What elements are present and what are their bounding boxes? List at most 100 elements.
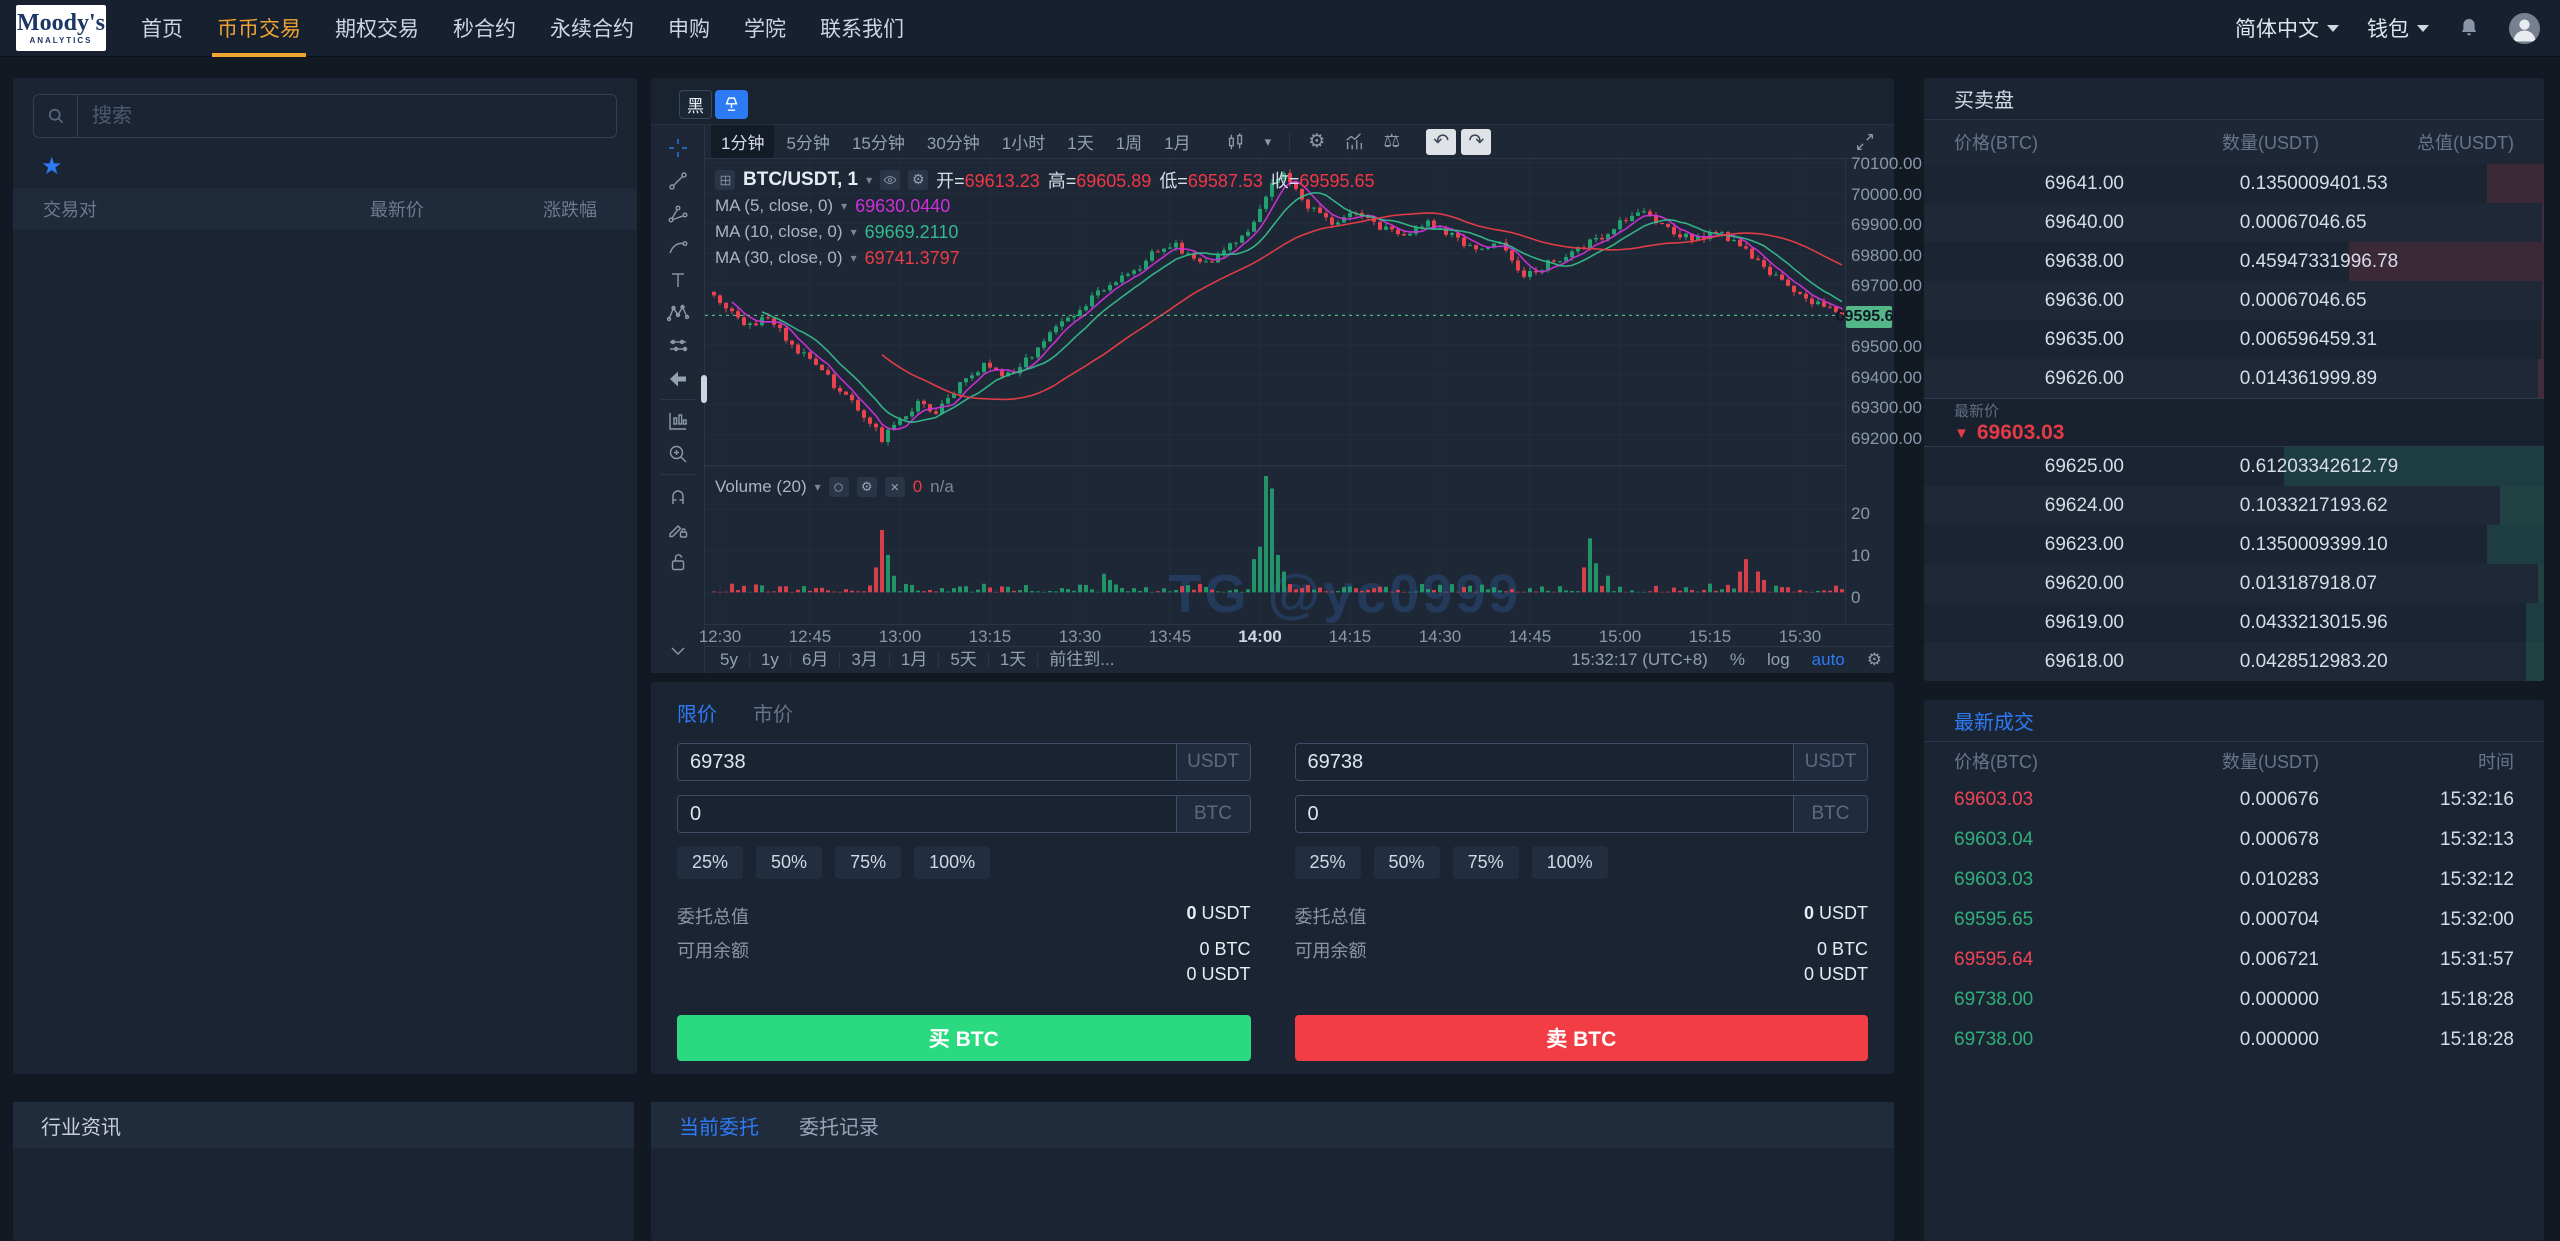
axis-settings-gear-icon[interactable]: ⚙ bbox=[1866, 649, 1882, 670]
ask-row[interactable]: 69626.00 0.014361 999.89 bbox=[1924, 359, 2544, 398]
buy-percent-75-button[interactable]: 75% bbox=[835, 846, 902, 879]
trend-line-icon[interactable] bbox=[661, 164, 695, 197]
range-1y-button[interactable]: 1y bbox=[750, 651, 791, 668]
redo-button[interactable]: ↷ bbox=[1461, 128, 1492, 155]
bid-row[interactable]: 69624.00 0.103321 7193.62 bbox=[1924, 486, 2544, 525]
xabcd-pattern-icon[interactable] bbox=[661, 296, 695, 329]
forecast-icon[interactable] bbox=[661, 329, 695, 362]
tab-current-orders[interactable]: 当前委托 bbox=[679, 1116, 759, 1139]
ma10-legend[interactable]: MA (10, close, 0) ▾ 69669.2110 bbox=[715, 221, 959, 242]
notifications-bell-icon[interactable] bbox=[2457, 16, 2481, 40]
buy-price-input[interactable] bbox=[678, 744, 1176, 780]
log-scale-button[interactable]: log bbox=[1766, 650, 1790, 669]
visibility-eye-icon[interactable] bbox=[880, 170, 901, 190]
auto-scale-button[interactable]: auto bbox=[1811, 650, 1845, 669]
ask-row[interactable]: 69635.00 0.006596 459.31 bbox=[1924, 320, 2544, 359]
timeframe-1周[interactable]: 1周 bbox=[1115, 134, 1143, 153]
buy-percent-25-button[interactable]: 25% bbox=[677, 846, 744, 879]
range-3月-button[interactable]: 3月 bbox=[840, 651, 890, 668]
fullscreen-icon[interactable] bbox=[1846, 131, 1884, 153]
search-input[interactable] bbox=[78, 95, 616, 137]
drawing-lock-icon[interactable] bbox=[661, 512, 695, 545]
nav-item-8[interactable]: 联系我们 bbox=[820, 18, 904, 41]
dark-theme-button[interactable]: 黑 bbox=[679, 89, 712, 119]
brush-icon[interactable] bbox=[661, 230, 695, 263]
range-1天-button[interactable]: 1天 bbox=[989, 651, 1039, 668]
sell-percent-25-button[interactable]: 25% bbox=[1294, 846, 1361, 879]
indicators-icon[interactable] bbox=[1335, 131, 1373, 153]
volume-close-icon[interactable]: × bbox=[884, 477, 905, 497]
timeframe-30分钟[interactable]: 30分钟 bbox=[926, 134, 980, 153]
toolbar-resize-handle[interactable] bbox=[701, 375, 707, 403]
buy-submit-button[interactable]: 买 BTC bbox=[677, 1015, 1251, 1061]
compare-scales-icon[interactable]: ⚖ bbox=[1383, 130, 1401, 152]
collapse-toolbar-chevron-icon[interactable] bbox=[661, 634, 695, 667]
bid-row[interactable]: 69620.00 0.013187 918.07 bbox=[1924, 564, 2544, 603]
light-theme-button[interactable] bbox=[715, 89, 748, 119]
chart-style-caret-icon[interactable]: ▾ bbox=[1264, 133, 1272, 149]
chart-pane[interactable]: TG @yc0999 BTC/USDT, 1 ▾ bbox=[705, 159, 1845, 624]
favorites-star-icon[interactable]: ★ bbox=[41, 152, 63, 180]
tab-limit-order[interactable]: 限价 bbox=[677, 704, 717, 726]
range-5天-button[interactable]: 5天 bbox=[939, 651, 989, 668]
timeframe-1分钟[interactable]: 1分钟 bbox=[711, 125, 775, 158]
nav-item-2[interactable]: 币币交易 bbox=[200, 0, 318, 57]
volume-legend[interactable]: Volume (20) ▾ ⚙ × 0 n/a bbox=[715, 477, 954, 497]
pitchfork-icon[interactable] bbox=[661, 197, 695, 230]
ask-row[interactable]: 69641.00 0.135000 9401.53 bbox=[1924, 164, 2544, 203]
bid-row[interactable]: 69618.00 0.042851 2983.20 bbox=[1924, 642, 2544, 681]
percent-scale-button[interactable]: % bbox=[1729, 650, 1745, 669]
timeframe-1小时[interactable]: 1小时 bbox=[1001, 134, 1046, 153]
nav-item-4[interactable]: 秒合约 bbox=[453, 18, 516, 41]
ma30-legend[interactable]: MA (30, close, 0) ▾ 69741.3797 bbox=[715, 247, 960, 268]
undo-button[interactable]: ↶ bbox=[1426, 128, 1457, 155]
nav-item-6[interactable]: 申购 bbox=[668, 18, 710, 41]
tab-order-history[interactable]: 委托记录 bbox=[799, 1116, 879, 1139]
time-axis[interactable]: 12:30 12:45 13:00 13:15 13:30 13:45 14:00 14:15… bbox=[699, 624, 1894, 646]
zoom-in-icon[interactable] bbox=[661, 437, 695, 470]
range-前往到...-button[interactable]: 前往到... bbox=[1049, 650, 1115, 669]
timeframe-1天[interactable]: 1天 bbox=[1067, 134, 1094, 153]
volume-eye-icon[interactable] bbox=[828, 477, 849, 497]
wallet-menu[interactable]: 钱包 bbox=[2367, 13, 2429, 43]
nav-item-7[interactable]: 学院 bbox=[744, 18, 786, 41]
bar-pattern-icon[interactable] bbox=[661, 404, 695, 437]
buy-percent-100-button[interactable]: 100% bbox=[914, 846, 991, 879]
symbol-caret-icon[interactable]: ▾ bbox=[866, 173, 873, 187]
volume-gear-icon[interactable]: ⚙ bbox=[856, 477, 877, 497]
bid-row[interactable]: 69625.00 0.612033 42612.79 bbox=[1924, 447, 2544, 486]
sell-submit-button[interactable]: 卖 BTC bbox=[1294, 1015, 1868, 1061]
buy-percent-50-button[interactable]: 50% bbox=[756, 846, 823, 879]
sell-percent-50-button[interactable]: 50% bbox=[1373, 846, 1440, 879]
buy-amount-input[interactable] bbox=[678, 796, 1176, 832]
nav-item-5[interactable]: 永续合约 bbox=[550, 18, 634, 41]
series-settings-gear-icon[interactable]: ⚙ bbox=[908, 170, 929, 190]
timeframe-1月[interactable]: 1月 bbox=[1164, 134, 1191, 153]
chart-style-candles-icon[interactable] bbox=[1217, 131, 1255, 153]
sell-percent-75-button[interactable]: 75% bbox=[1452, 846, 1519, 879]
bid-row[interactable]: 69619.00 0.043321 3015.96 bbox=[1924, 603, 2544, 642]
range-5y-button[interactable]: 5y bbox=[709, 651, 750, 668]
magnet-icon[interactable] bbox=[661, 479, 695, 512]
timeframe-15分钟[interactable]: 15分钟 bbox=[851, 134, 905, 153]
ask-row[interactable]: 69636.00 0.000670 46.65 bbox=[1924, 281, 2544, 320]
ask-row[interactable]: 69638.00 0.459473 31996.78 bbox=[1924, 242, 2544, 281]
ma5-legend[interactable]: MA (5, close, 0) ▾ 69630.0440 bbox=[715, 195, 951, 216]
chart-settings-gear-icon[interactable]: ⚙ bbox=[1308, 130, 1326, 152]
nav-item-1[interactable]: 首页 bbox=[141, 18, 183, 41]
bid-row[interactable]: 69623.00 0.135000 9399.10 bbox=[1924, 525, 2544, 564]
brand-logo[interactable]: Moody's ANALYTICS bbox=[16, 5, 106, 51]
layout-grid-icon[interactable] bbox=[715, 170, 735, 190]
text-icon[interactable] bbox=[661, 263, 695, 296]
sell-price-input[interactable] bbox=[1295, 744, 1793, 780]
arrow-marker-icon[interactable] bbox=[661, 362, 695, 395]
timeframe-5分钟[interactable]: 5分钟 bbox=[786, 134, 830, 153]
sell-amount-input[interactable] bbox=[1295, 796, 1793, 832]
clock-label[interactable]: 15:32:17 (UTC+8) bbox=[1571, 650, 1708, 669]
symbol-label[interactable]: BTC/USDT, 1 bbox=[743, 169, 859, 190]
range-6月-button[interactable]: 6月 bbox=[791, 651, 841, 668]
tab-market-order[interactable]: 市价 bbox=[753, 704, 793, 726]
user-avatar[interactable] bbox=[2509, 12, 2540, 44]
crosshair-icon[interactable] bbox=[661, 131, 695, 164]
price-axis[interactable]: 69595.65 70100.00 70000.00 69900.00 69800.0… bbox=[1836, 154, 1922, 624]
